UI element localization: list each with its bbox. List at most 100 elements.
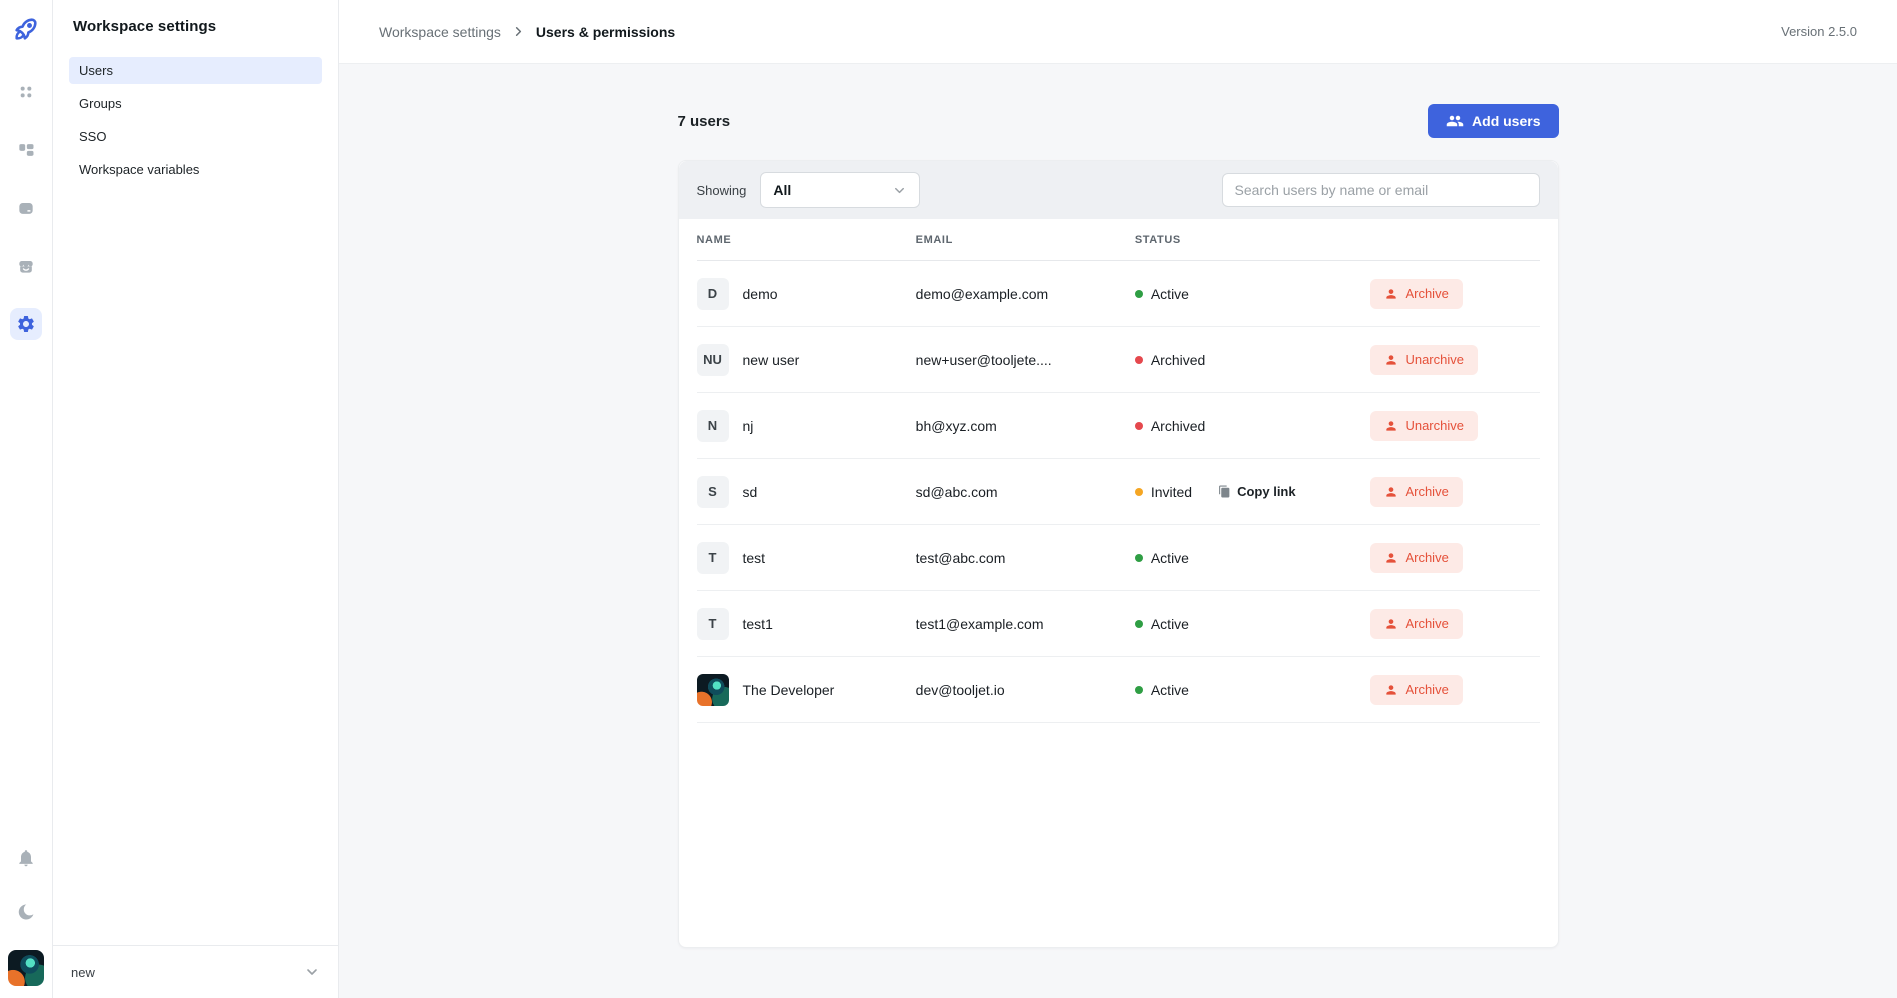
archive-user-button[interactable]: Archive bbox=[1370, 278, 1463, 309]
user-name: demo bbox=[742, 285, 778, 302]
user-email: demo@example.com bbox=[915, 285, 1049, 302]
archive-user-button[interactable]: Archive bbox=[1370, 674, 1463, 705]
action-label: Archive bbox=[1405, 286, 1449, 301]
database-nav-button[interactable] bbox=[10, 134, 42, 166]
user-profile-avatar[interactable] bbox=[8, 950, 44, 986]
person-icon bbox=[1386, 618, 1397, 629]
users-card: Showing All NAME EMAIL STATUS bbox=[677, 160, 1559, 948]
person-icon bbox=[1386, 486, 1397, 497]
sidebar-item-users[interactable]: Users bbox=[69, 57, 322, 84]
person-icon bbox=[1386, 288, 1397, 299]
search-users-input[interactable] bbox=[1221, 173, 1540, 207]
status-dot bbox=[1134, 619, 1143, 628]
rocket-logo-icon bbox=[12, 15, 40, 43]
user-initials-badge: D bbox=[696, 277, 729, 310]
archive-user-button[interactable]: Archive bbox=[1370, 476, 1463, 507]
column-header-name: NAME bbox=[696, 233, 732, 246]
user-email: new+user@tooljete.... bbox=[915, 351, 1052, 368]
marketplace-icon bbox=[16, 256, 36, 276]
settings-gear-icon bbox=[16, 314, 36, 334]
status-indicator: Archived bbox=[1134, 352, 1205, 368]
person-icon bbox=[1386, 420, 1397, 431]
user-initials-badge: T bbox=[696, 541, 729, 574]
breadcrumb-current: Users & permissions bbox=[535, 23, 676, 40]
settings-nav-button[interactable] bbox=[10, 308, 42, 340]
notifications-button[interactable] bbox=[10, 842, 42, 874]
user-name: sd bbox=[742, 483, 758, 500]
rail-nav bbox=[10, 76, 42, 340]
settings-sidebar: Workspace settings Users Groups SSO Workspa… bbox=[53, 0, 339, 998]
main-header: Workspace settings Users & permissions V… bbox=[339, 0, 1897, 64]
app-icon-rail bbox=[0, 0, 53, 998]
copy-icon bbox=[1219, 485, 1230, 498]
user-email: test@abc.com bbox=[915, 549, 1006, 566]
status-dot bbox=[1134, 685, 1143, 694]
database-icon bbox=[16, 140, 36, 160]
person-icon bbox=[1386, 354, 1397, 365]
status-text: Invited bbox=[1150, 483, 1193, 500]
notifications-bell-icon bbox=[16, 848, 36, 868]
rail-bottom bbox=[8, 842, 44, 986]
version-label: Version 2.5.0 bbox=[1781, 24, 1857, 39]
user-email: dev@tooljet.io bbox=[915, 681, 1005, 698]
unarchive-user-button[interactable]: Unarchive bbox=[1370, 344, 1478, 375]
marketplace-nav-button[interactable] bbox=[10, 250, 42, 282]
status-indicator: Active bbox=[1134, 616, 1189, 632]
action-label: Archive bbox=[1405, 682, 1449, 697]
action-label: Unarchive bbox=[1405, 352, 1464, 367]
user-initials-badge: S bbox=[696, 475, 729, 508]
action-label: Archive bbox=[1405, 484, 1449, 499]
sidebar-item-groups[interactable]: Groups bbox=[79, 96, 122, 111]
user-initials-badge: N bbox=[696, 409, 729, 442]
status-text: Archived bbox=[1150, 417, 1206, 434]
status-dot bbox=[1134, 487, 1143, 496]
status-filter-value: All bbox=[773, 182, 792, 198]
user-email: bh@xyz.com bbox=[915, 417, 997, 434]
user-avatar bbox=[696, 673, 729, 706]
users-count: 7 users bbox=[677, 112, 731, 130]
copy-invite-link-button[interactable]: Copy link bbox=[1218, 484, 1296, 499]
app-logo[interactable] bbox=[11, 14, 41, 44]
filter-strip: Showing All bbox=[678, 161, 1558, 219]
action-label: Archive bbox=[1405, 550, 1449, 565]
user-name: nj bbox=[742, 417, 754, 434]
status-indicator: Invited bbox=[1134, 483, 1193, 500]
status-indicator: Archived bbox=[1134, 417, 1206, 434]
add-users-label: Add users bbox=[1472, 113, 1541, 129]
user-name: test bbox=[742, 549, 766, 566]
column-header-email: EMAIL bbox=[915, 233, 953, 246]
datasources-nav-button[interactable] bbox=[10, 192, 42, 224]
status-dot bbox=[1134, 553, 1143, 562]
status-text: Active bbox=[1150, 285, 1189, 302]
status-indicator: Active bbox=[1134, 681, 1189, 698]
workspace-name: new bbox=[71, 964, 95, 980]
status-dot bbox=[1134, 421, 1143, 430]
apps-nav-button[interactable] bbox=[10, 76, 42, 108]
archive-user-button[interactable]: Archive bbox=[1370, 608, 1463, 639]
unarchive-user-button[interactable]: Unarchive bbox=[1370, 410, 1478, 441]
users-group-icon bbox=[1446, 112, 1464, 130]
main-area: Workspace settings Users & permissions V… bbox=[339, 0, 1897, 998]
status-text: Active bbox=[1150, 549, 1189, 566]
status-indicator: Active bbox=[1134, 285, 1189, 302]
person-icon bbox=[1386, 684, 1397, 695]
breadcrumb-root[interactable]: Workspace settings bbox=[379, 23, 501, 40]
status-text: Active bbox=[1150, 681, 1189, 698]
status-filter-select[interactable]: All bbox=[760, 172, 921, 208]
dark-mode-toggle[interactable] bbox=[10, 896, 42, 928]
sidebar-item-sso[interactable]: SSO bbox=[79, 129, 107, 144]
chevron-right-icon bbox=[511, 24, 526, 39]
sidebar-item-workspace-variables[interactable]: Workspace variables bbox=[79, 162, 200, 177]
workspace-switcher[interactable]: new bbox=[53, 945, 338, 998]
users-table-header: NAME EMAIL STATUS bbox=[696, 219, 1540, 261]
add-users-button[interactable]: Add users bbox=[1428, 104, 1559, 138]
status-dot bbox=[1134, 355, 1143, 364]
sidebar-menu: Users Groups SSO Workspace variables bbox=[53, 35, 338, 183]
user-name: The Developer bbox=[742, 681, 835, 698]
user-name: test1 bbox=[742, 615, 773, 632]
archive-user-button[interactable]: Archive bbox=[1370, 542, 1463, 573]
